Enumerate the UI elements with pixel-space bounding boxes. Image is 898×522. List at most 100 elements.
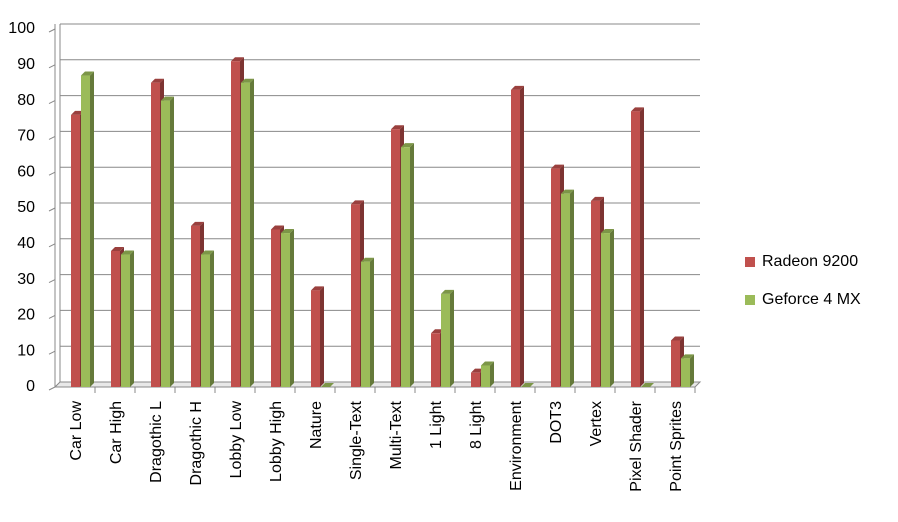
bar-top (191, 221, 204, 226)
y-tick (48, 135, 56, 140)
bar (311, 290, 320, 387)
bar-top (471, 368, 484, 373)
bar-top (111, 246, 124, 251)
y-tick-label: 40 (17, 235, 35, 252)
bar (271, 229, 280, 387)
bar-side (130, 250, 134, 387)
legend-label: Radeon 9200 (762, 253, 858, 270)
bar (111, 250, 120, 387)
bar-top (401, 143, 414, 148)
bar-top (361, 257, 374, 262)
bar-side (170, 96, 174, 387)
bar (561, 193, 570, 387)
y-tick-label: 10 (17, 342, 35, 359)
bar-top (121, 250, 134, 255)
bar-side (90, 71, 94, 387)
y-tick (48, 350, 56, 355)
bar-top (81, 71, 94, 76)
bar-top (601, 229, 614, 234)
x-tick-label: 1 Light (428, 400, 445, 449)
y-tick-label: 100 (8, 20, 35, 37)
bar-top (431, 329, 444, 334)
x-tick-label: Vertex (588, 401, 605, 446)
y-tick (48, 64, 56, 69)
bar (81, 75, 90, 387)
bar-top (521, 383, 534, 387)
y-tick-label: 60 (17, 163, 35, 180)
y-tick-label: 20 (17, 307, 35, 324)
bar-top (241, 78, 254, 83)
bar-side (610, 229, 614, 387)
bar (681, 358, 690, 387)
bar (351, 204, 360, 387)
y-tick (48, 279, 56, 284)
bar-top (271, 225, 284, 230)
y-tick (48, 171, 56, 176)
y-tick-label: 70 (17, 128, 35, 145)
bar (431, 333, 440, 387)
bar (241, 82, 250, 387)
x-tick-label: Lobby High (268, 401, 285, 482)
bar (71, 114, 80, 388)
bar (201, 254, 210, 387)
bar (231, 61, 240, 387)
x-tick-label: 8 Light (468, 400, 485, 449)
bar-top (311, 286, 324, 291)
bar (361, 261, 370, 387)
bar-side (690, 354, 694, 387)
bar-top (231, 57, 244, 62)
bar (471, 372, 480, 387)
bar-top (481, 361, 494, 366)
bar-top (201, 250, 214, 255)
x-tick-label: Environment (508, 400, 525, 490)
bar-side (410, 143, 414, 387)
x-tick-label: Nature (308, 401, 325, 449)
bar-side (370, 257, 374, 387)
bar-side (290, 229, 294, 387)
bar (391, 129, 400, 388)
y-tick-label: 80 (17, 92, 35, 109)
bar-top (281, 229, 294, 234)
bar-top (511, 85, 524, 90)
bar (281, 233, 290, 387)
bar (671, 340, 680, 387)
legend-label: Geforce 4 MX (762, 291, 861, 308)
bar (151, 82, 160, 387)
bar-side (490, 361, 494, 387)
bar-side (450, 289, 454, 387)
bar-top (351, 200, 364, 205)
y-tick (48, 28, 56, 33)
bar (511, 89, 520, 388)
y-tick (48, 100, 56, 105)
bar-side (320, 286, 324, 387)
y-tick-label: 0 (26, 378, 35, 395)
bar-top (591, 196, 604, 201)
bar-side (210, 250, 214, 387)
y-tick (48, 386, 56, 391)
y-tick (48, 243, 56, 248)
bar (591, 200, 600, 387)
bar-side (250, 78, 254, 387)
x-tick-label: DOT3 (548, 401, 565, 444)
bar (401, 147, 410, 387)
bar-top (441, 289, 454, 294)
x-tick-label: Lobby Low (228, 401, 245, 479)
bar-top (681, 354, 694, 359)
bar (441, 293, 450, 387)
bar-top (631, 107, 644, 112)
bar (631, 111, 640, 387)
y-tick-label: 50 (17, 199, 35, 216)
x-tick-label: Single-Text (348, 400, 365, 480)
bar-top (641, 383, 654, 387)
y-tick (48, 207, 56, 212)
x-tick-label: Car High (108, 401, 125, 464)
bar-side (520, 85, 524, 388)
y-tick (48, 314, 56, 319)
bar-top (671, 336, 684, 341)
x-tick-label: Dragothic L (148, 401, 165, 483)
bar-side (640, 107, 644, 387)
bar-top (321, 383, 334, 387)
bar-top (561, 189, 574, 194)
bar-top (161, 96, 174, 101)
